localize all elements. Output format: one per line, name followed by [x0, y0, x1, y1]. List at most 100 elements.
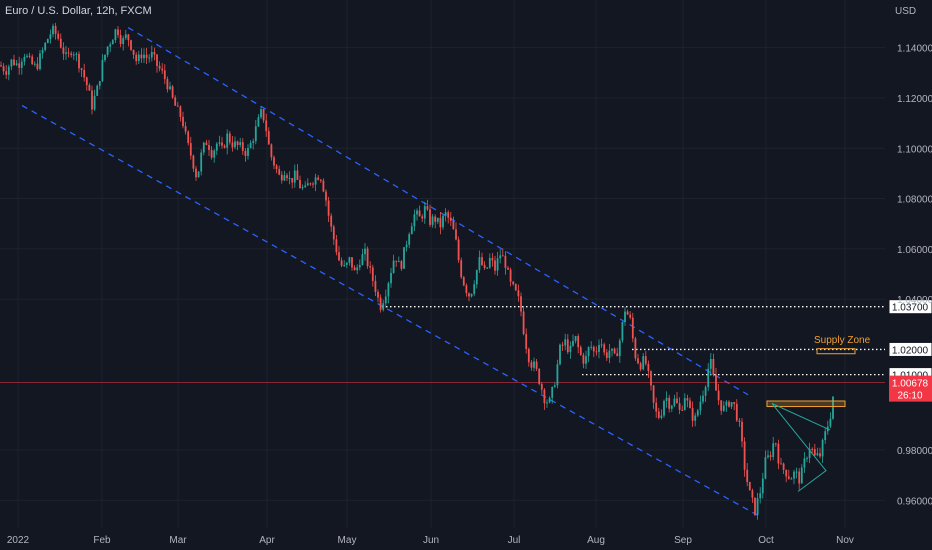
candle-body — [442, 215, 444, 228]
candle-body — [439, 217, 442, 228]
candle-body — [598, 344, 600, 352]
candle-body — [62, 47, 65, 54]
candle-body — [821, 439, 824, 457]
candle-body — [683, 398, 686, 410]
candle-body — [785, 469, 788, 477]
candle-body — [707, 368, 710, 388]
candle-body — [709, 359, 712, 369]
candle-body — [462, 277, 465, 286]
candle-body — [416, 210, 418, 215]
candle-body — [824, 431, 827, 440]
channel-line[interactable] — [21, 104, 759, 516]
candle-body — [213, 150, 216, 158]
candle-body — [88, 85, 91, 91]
candle-body — [223, 145, 226, 148]
candle-body — [312, 183, 314, 185]
countdown-label: 26:10 — [897, 391, 922, 402]
candle-body — [582, 354, 585, 364]
candle-body — [293, 170, 296, 183]
time-tick-label: May — [338, 535, 357, 546]
drawings[interactable]: Supply Zone — [766, 335, 871, 492]
time-tick-label: Mar — [169, 535, 187, 546]
candle-body — [637, 358, 639, 364]
price-axis[interactable]: USD 1.14000 1.12000 1.10000 1.08000 1.06000 1.… — [895, 6, 932, 507]
candle-body — [182, 116, 184, 127]
candle-body — [369, 266, 372, 268]
time-tick-label: Apr — [259, 535, 275, 546]
triangle-upper-line[interactable] — [771, 403, 831, 431]
candle-body — [221, 142, 223, 146]
candle-body — [156, 54, 158, 66]
candle-body — [527, 348, 530, 363]
candle-body — [109, 44, 112, 47]
candle-body — [530, 362, 533, 368]
candle-body — [548, 397, 551, 403]
candle-body — [806, 458, 808, 460]
candle-body — [681, 409, 684, 411]
candle-body — [371, 267, 374, 281]
candle-body — [306, 183, 309, 186]
candle-body — [137, 54, 140, 62]
candle-body — [70, 53, 73, 56]
candle-body — [377, 291, 379, 298]
candle-body — [413, 214, 416, 227]
candle-body — [696, 410, 699, 416]
candle-body — [522, 311, 525, 335]
candle-body — [78, 53, 80, 69]
supply-zone-box[interactable] — [816, 348, 856, 355]
candle-body — [208, 145, 210, 150]
candle-body — [80, 68, 83, 70]
demand-box[interactable] — [766, 400, 846, 408]
candle-body — [793, 471, 795, 479]
candle-body — [418, 210, 421, 217]
candle-body — [743, 441, 746, 470]
candle-body — [265, 120, 268, 132]
candle-body — [790, 478, 793, 480]
candle-body — [556, 364, 559, 386]
triangle-pattern[interactable] — [771, 403, 827, 492]
candle-body — [475, 270, 478, 285]
candle-body — [179, 106, 182, 117]
candlestick-series — [0, 22, 834, 520]
candle-body — [41, 50, 44, 54]
candle-body — [483, 264, 486, 269]
candle-body — [356, 267, 359, 271]
candle-body — [756, 498, 759, 515]
candle-body — [569, 345, 572, 353]
price-tick-label: 1.14000 — [897, 44, 932, 55]
level-label-box — [888, 299, 932, 315]
candle-body — [538, 368, 541, 384]
candle-body — [278, 169, 281, 175]
candle-body — [148, 57, 151, 59]
candle-body — [283, 175, 286, 181]
price-tick-label: 1.12000 — [897, 94, 932, 105]
price-tick-label: 1.08000 — [897, 195, 932, 206]
candle-body — [150, 52, 153, 58]
candle-body — [447, 212, 450, 218]
candle-body — [577, 336, 580, 348]
candle-body — [319, 179, 322, 181]
trend-channel[interactable] — [21, 26, 759, 516]
candle-body — [392, 260, 395, 273]
candle-body — [379, 297, 382, 310]
candle-body — [660, 415, 663, 418]
candle-body — [551, 386, 554, 398]
candle-body — [603, 344, 606, 353]
candle-body — [252, 141, 255, 143]
candle-body — [647, 363, 650, 372]
level-label: 1.03700 — [892, 303, 929, 314]
candle-body — [5, 71, 8, 75]
candle-body — [317, 177, 320, 180]
candle-body — [795, 471, 798, 473]
candle-body — [7, 66, 10, 75]
candle-body — [286, 175, 288, 179]
candle-body — [405, 244, 408, 248]
candle-body — [517, 290, 520, 297]
candle-body — [67, 52, 70, 54]
candle-body — [39, 53, 41, 70]
time-axis[interactable]: 2022 Feb Mar Apr May Jun Jul Aug Sep Oct Nov — [7, 535, 854, 546]
candle-body — [330, 215, 333, 227]
